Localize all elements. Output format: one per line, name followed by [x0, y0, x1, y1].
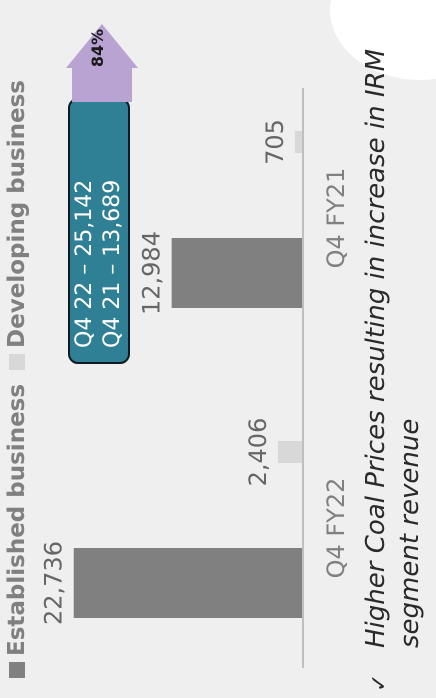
- bar-established-0: [73, 548, 302, 618]
- note-line-2: segment revenue: [395, 418, 425, 648]
- growth-arrow-icon: [66, 24, 138, 102]
- bar-established-1: [171, 238, 302, 308]
- growth-percentage: 84%: [88, 28, 107, 68]
- callout-line-1: Q4 22 – 25,142: [72, 179, 97, 348]
- check-icon: ✓: [367, 673, 392, 692]
- bar-developing-0: [277, 441, 302, 463]
- category-label-1: Q4 FY21: [322, 168, 350, 269]
- data-label-developing-0: 2,406: [244, 418, 272, 487]
- category-label-0: Q4 FY22: [322, 478, 350, 579]
- bar-developing-1: [294, 131, 303, 153]
- data-label-established-1: 12,984: [138, 231, 166, 315]
- callout-line-2: Q4 21 – 13,689: [100, 179, 125, 348]
- data-label-established-0: 22,736: [40, 541, 68, 625]
- data-label-developing-1: 705: [261, 119, 289, 165]
- comparison-callout: Q4 22 – 25,142 Q4 21 – 13,689: [68, 98, 130, 364]
- note-line-1: Higher Coal Prices resulting in increase…: [361, 48, 391, 648]
